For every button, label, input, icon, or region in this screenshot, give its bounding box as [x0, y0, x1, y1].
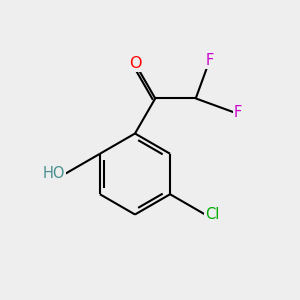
Text: HO: HO	[42, 167, 65, 182]
Text: F: F	[206, 53, 214, 68]
Text: F: F	[234, 105, 242, 120]
Text: Cl: Cl	[205, 207, 220, 222]
Text: O: O	[129, 56, 141, 71]
